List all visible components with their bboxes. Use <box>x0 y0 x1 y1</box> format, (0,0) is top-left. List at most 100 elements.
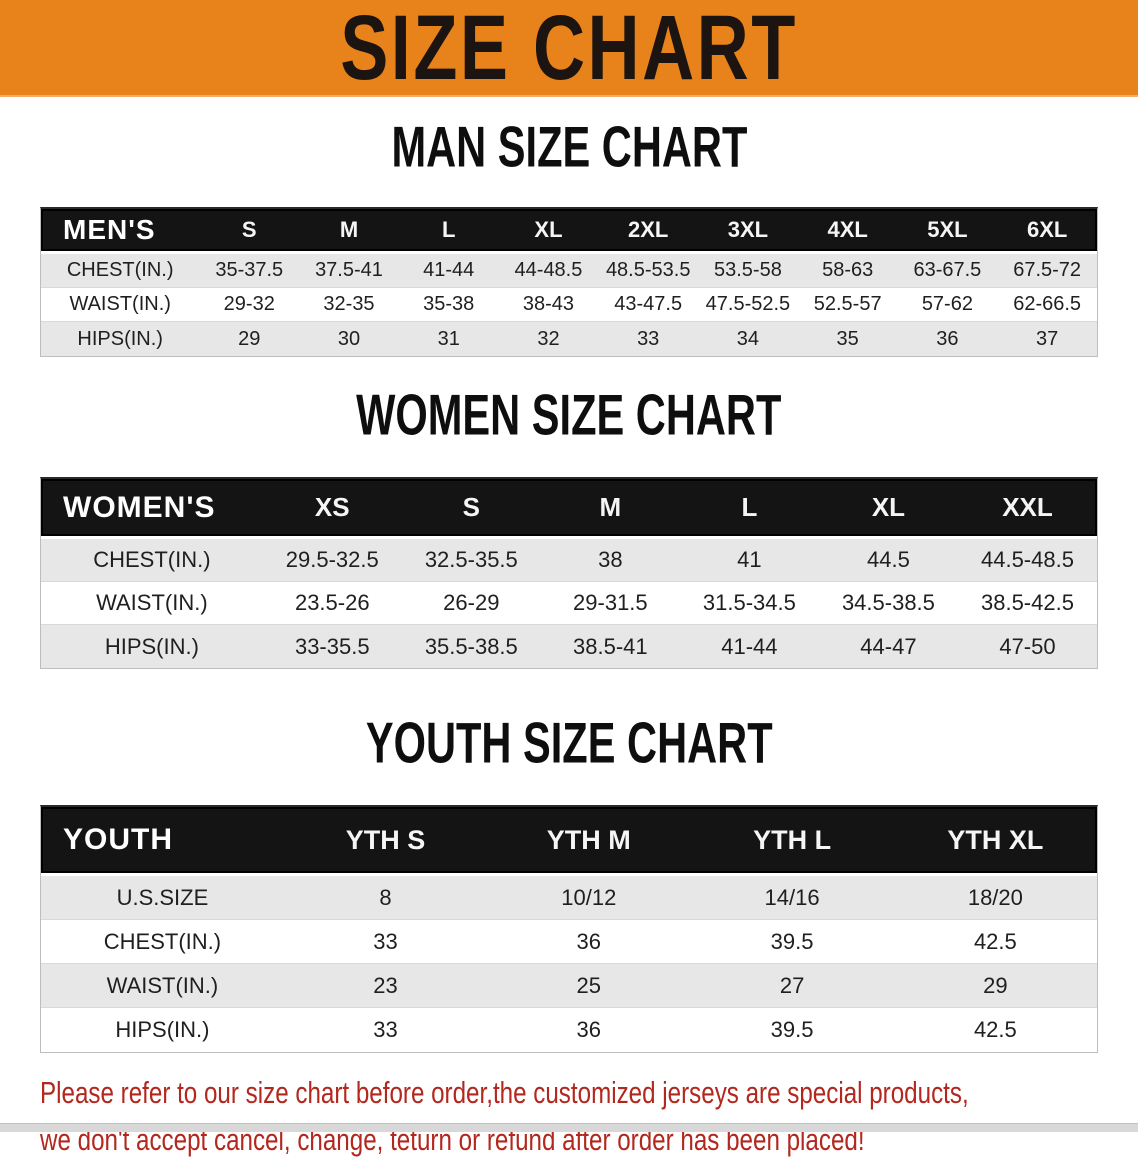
size-column-header: YTH M <box>546 824 631 855</box>
table-row: CHEST(IN.) 35-37.5 37.5-41 41-44 44-48.5 48.5… <box>41 254 1097 288</box>
row-label: CHEST(IN.) <box>66 259 174 281</box>
size-column-header: L <box>442 217 456 242</box>
cell-value: 8 <box>379 884 392 910</box>
size-column-header: 5XL <box>927 217 968 242</box>
table-row: CHEST(IN.) 33 36 39.5 42.5 <box>41 920 1097 964</box>
cell-value: 48.5-53.5 <box>605 259 691 281</box>
table-row: WAIST(IN.) 23 25 27 29 <box>41 964 1097 1008</box>
youth-section-heading: YOUTH SIZE CHART <box>0 712 1138 783</box>
table-header-row: YOUTH YTH S YTH M YTH L YTH XL <box>41 807 1097 876</box>
cell-value: 58-63 <box>822 259 874 281</box>
cell-value: 30 <box>337 327 361 350</box>
men-size-table: MEN'S S M L XL 2XL 3XL 4XL 5XL 6XL CHEST(IN.) 35-37… <box>40 207 1098 357</box>
row-label: HIPS(IN.) <box>77 327 163 350</box>
size-column-header: YTH L <box>753 824 832 855</box>
cell-value: 44-47 <box>860 633 917 659</box>
cell-value: 44.5 <box>867 547 910 572</box>
cell-value: 33 <box>637 327 660 350</box>
cell-value: 26-29 <box>443 590 500 615</box>
cell-value: 37.5-41 <box>315 259 383 281</box>
cell-value: 10/12 <box>561 884 617 910</box>
size-column-header: M <box>599 492 622 522</box>
men-size-section: MAN SIZE CHART MEN'S S M L XL 2XL 3XL 4XL 5XL 6XL… <box>0 116 1138 357</box>
cell-value: 63-67.5 <box>913 259 982 281</box>
cell-value: 34.5-38.5 <box>841 590 935 615</box>
bottom-edge-strip <box>0 1123 1138 1132</box>
size-column-header: S <box>241 217 257 242</box>
men-heading-text: MAN SIZE CHART <box>391 116 747 180</box>
cell-value: 33 <box>373 928 398 954</box>
cell-value: 41-44 <box>423 259 475 281</box>
cell-value: 38-43 <box>522 293 575 315</box>
cell-value: 29 <box>238 327 261 350</box>
size-column-header: YTH S <box>345 824 426 855</box>
cell-value: 33-35.5 <box>294 633 370 659</box>
table-row: HIPS(IN.) 33-35.5 35.5-38.5 38.5-41 41-44 44-… <box>41 625 1097 668</box>
table-header-row: WOMEN'S XS S M L XL XXL <box>41 479 1097 539</box>
row-label: WAIST(IN.) <box>69 293 171 315</box>
size-column-header: XS <box>314 492 350 522</box>
cell-value: 39.5 <box>770 928 814 954</box>
row-label: CHEST(IN.) <box>93 547 211 572</box>
cell-value: 57-62 <box>921 293 973 315</box>
table-row: WAIST(IN.) 29-32 32-35 35-38 38-43 43-47.5 47.… <box>41 288 1097 322</box>
size-column-header: L <box>741 492 758 522</box>
banner-title: SIZE CHART <box>340 0 798 99</box>
row-label: CHEST(IN.) <box>103 928 222 954</box>
size-column-header: YTH XL <box>947 824 1044 855</box>
size-column-header: XL <box>871 492 906 522</box>
cell-value: 31.5-34.5 <box>702 590 796 615</box>
cell-value: 47.5-52.5 <box>705 293 791 315</box>
row-label: HIPS(IN.) <box>104 633 199 659</box>
cell-value: 35.5-38.5 <box>424 633 518 659</box>
size-column-header: XL <box>534 217 563 242</box>
cell-value: 33 <box>373 1017 398 1042</box>
cell-value: 42.5 <box>973 1017 1017 1042</box>
women-size-table: WOMEN'S XS S M L XL XXL CHEST(IN.) 29.5-32.5 32.5… <box>40 477 1098 669</box>
cell-value: 36 <box>576 1017 602 1042</box>
cell-value: 47-50 <box>999 633 1056 659</box>
cell-value: 32 <box>537 327 560 350</box>
table-row: HIPS(IN.) 33 36 39.5 42.5 <box>41 1008 1097 1052</box>
cell-value: 29-31.5 <box>573 590 648 615</box>
cell-value: 29-32 <box>223 293 275 315</box>
size-chart-banner: SIZE CHART <box>0 0 1138 98</box>
table-header-label: YOUTH <box>63 823 173 856</box>
cell-value: 37 <box>1036 327 1059 350</box>
cell-value: 44.5-48.5 <box>980 547 1074 572</box>
cell-value: 23.5-26 <box>294 590 370 615</box>
cell-value: 23 <box>373 972 398 998</box>
cell-value: 27 <box>779 972 805 998</box>
cell-value: 25 <box>576 972 602 998</box>
cell-value: 34 <box>736 327 760 350</box>
size-column-header: 2XL <box>628 217 669 242</box>
youth-heading-text: YOUTH SIZE CHART <box>365 712 773 776</box>
cell-value: 35 <box>836 327 859 350</box>
table-row: U.S.SIZE 8 10/12 14/16 18/20 <box>41 876 1097 920</box>
cell-value: 36 <box>936 327 959 350</box>
women-section-heading: WOMEN SIZE CHART <box>0 384 1138 455</box>
cell-value: 67.5-72 <box>1013 259 1082 281</box>
row-label: U.S.SIZE <box>116 884 209 910</box>
cell-value: 35-37.5 <box>215 259 284 281</box>
table-row: WAIST(IN.) 23.5-26 26-29 29-31.5 31.5-34.5 34… <box>41 582 1097 625</box>
table-row: HIPS(IN.) 29 30 31 32 33 34 35 36 37 <box>41 322 1097 356</box>
size-column-header: S <box>462 492 480 522</box>
cell-value: 14/16 <box>764 884 820 910</box>
women-heading-text: WOMEN SIZE CHART <box>356 384 782 448</box>
cell-value: 43-47.5 <box>614 293 683 315</box>
cell-value: 35-38 <box>423 293 475 315</box>
size-column-header: 4XL <box>827 217 868 242</box>
cell-value: 62-66.5 <box>1013 293 1082 315</box>
cell-value: 52.5-57 <box>813 293 882 315</box>
size-column-header: 6XL <box>1026 217 1068 242</box>
row-label: WAIST(IN.) <box>106 972 219 998</box>
table-header-row: MEN'S S M L XL 2XL 3XL 4XL 5XL 6XL <box>41 209 1097 254</box>
cell-value: 18/20 <box>967 884 1023 910</box>
table-row: CHEST(IN.) 29.5-32.5 32.5-35.5 38 41 44.5 44.5… <box>41 539 1097 582</box>
cell-value: 32.5-35.5 <box>424 547 518 572</box>
cell-value: 53.5-58 <box>714 259 782 281</box>
men-section-heading: MAN SIZE CHART <box>0 116 1138 187</box>
size-column-header: XXL <box>1002 492 1053 522</box>
cell-value: 29 <box>983 972 1008 998</box>
